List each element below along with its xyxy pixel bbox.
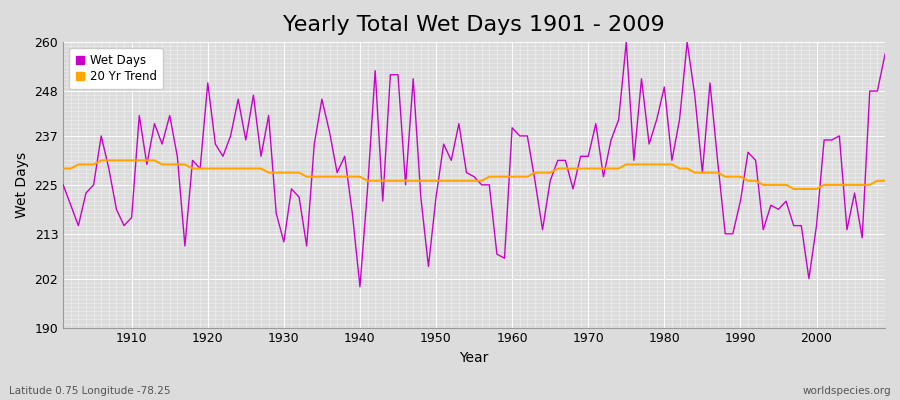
Text: worldspecies.org: worldspecies.org [803,386,891,396]
Legend: Wet Days, 20 Yr Trend: Wet Days, 20 Yr Trend [69,48,163,89]
Title: Yearly Total Wet Days 1901 - 2009: Yearly Total Wet Days 1901 - 2009 [284,15,665,35]
Y-axis label: Wet Days: Wet Days [15,152,29,218]
Text: Latitude 0.75 Longitude -78.25: Latitude 0.75 Longitude -78.25 [9,386,170,396]
X-axis label: Year: Year [459,351,489,365]
